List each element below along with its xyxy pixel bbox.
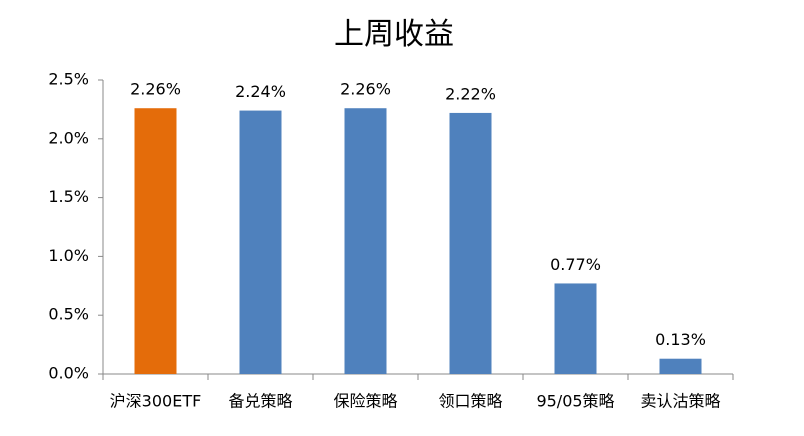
- data-label: 0.13%: [655, 330, 706, 349]
- bar: [134, 108, 177, 374]
- x-tick-label: 沪深300ETF: [110, 392, 202, 411]
- bar: [449, 112, 492, 374]
- bar: [344, 108, 387, 374]
- y-tick-label: 1.0%: [48, 246, 89, 265]
- y-tick-label: 2.5%: [48, 70, 89, 89]
- x-tick-label: 领口策略: [438, 392, 502, 411]
- x-tick-label: 备兑策略: [228, 392, 292, 411]
- y-tick-label: 0.0%: [48, 364, 89, 383]
- x-tick-label: 卖认沽策略: [640, 392, 720, 411]
- data-label: 2.22%: [445, 84, 496, 103]
- bar: [239, 110, 282, 375]
- data-label: 2.26%: [340, 80, 391, 99]
- chart-title: 上周收益: [334, 17, 454, 52]
- y-tick-label: 1.5%: [48, 187, 89, 206]
- data-label: 0.77%: [550, 255, 601, 274]
- data-label: 2.26%: [130, 80, 181, 99]
- bar: [554, 283, 597, 374]
- y-tick-label: 2.0%: [48, 128, 89, 147]
- x-tick-label: 保险策略: [333, 392, 397, 411]
- bar: [659, 358, 702, 374]
- x-tick-label: 95/05策略: [536, 392, 614, 411]
- data-label: 2.24%: [235, 82, 286, 101]
- y-tick-label: 0.5%: [48, 305, 89, 324]
